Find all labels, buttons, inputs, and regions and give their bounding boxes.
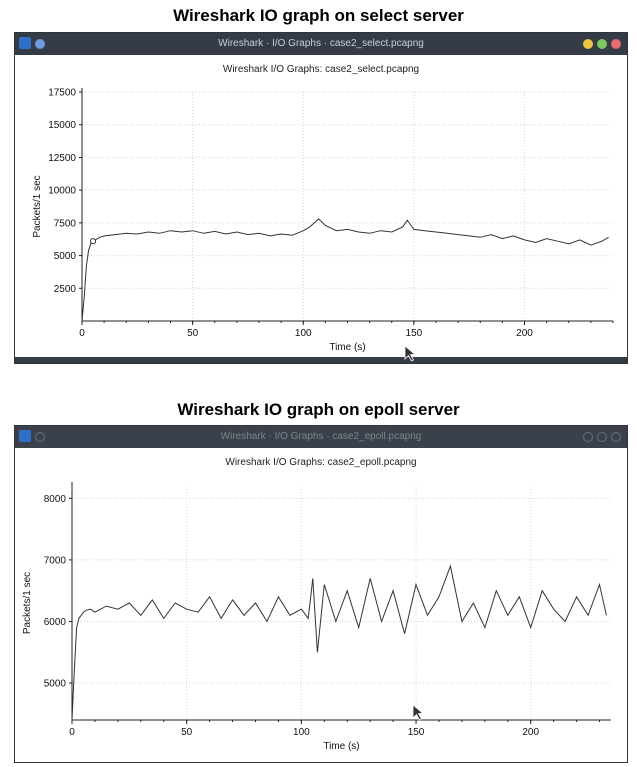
y-tick-label: 12500 xyxy=(48,153,76,164)
figure-caption-select: Wireshark IO graph on select server xyxy=(173,6,464,25)
graph-panel: Wireshark I/O Graphs: case2_epoll.pcapng… xyxy=(16,448,626,761)
window-menu-icon[interactable] xyxy=(35,432,45,442)
x-axis-label: Time (s) xyxy=(329,342,365,353)
graph-title: Wireshark I/O Graphs: case2_epoll.pcapng xyxy=(225,457,417,468)
y-tick-label: 10000 xyxy=(48,186,76,197)
window-titlebar[interactable]: Wireshark · I/O Graphs · case2_select.pc… xyxy=(15,33,627,55)
series-line xyxy=(71,564,607,721)
y-tick-label: 6000 xyxy=(44,617,67,628)
window-titlebar[interactable]: Wireshark · I/O Graphs · case2_epoll.pca… xyxy=(15,426,627,448)
graph-title: Wireshark I/O Graphs: case2_select.pcapn… xyxy=(222,64,420,75)
mouse-cursor-icon xyxy=(404,345,417,362)
graph-panel: Wireshark I/O Graphs: case2_select.pcapn… xyxy=(21,55,621,357)
close-icon[interactable] xyxy=(611,432,621,442)
window-title: Wireshark · I/O Graphs · case2_select.pc… xyxy=(218,38,424,49)
maximize-icon[interactable] xyxy=(597,432,607,442)
maximize-icon[interactable] xyxy=(597,39,607,49)
x-tick-label: 50 xyxy=(181,727,193,738)
data-point-marker[interactable] xyxy=(89,238,97,245)
x-tick-label: 0 xyxy=(79,328,85,339)
mouse-cursor-icon xyxy=(412,704,425,721)
y-tick-label: 17500 xyxy=(48,88,76,99)
y-tick-label: 5000 xyxy=(54,251,77,262)
y-tick-label: 7000 xyxy=(44,555,67,566)
io-graph-chart[interactable]: 0 50 100 150 200 2500 5000 7500 10000 12500 15000 1… xyxy=(21,55,623,359)
x-tick-label: 150 xyxy=(406,328,423,339)
y-axis-label: Packets/1 sec xyxy=(32,175,43,237)
x-tick-label: 100 xyxy=(295,328,312,339)
wireshark-fin-icon[interactable] xyxy=(19,430,31,442)
minimize-icon[interactable] xyxy=(583,432,593,442)
io-graph-window-epoll: Wireshark · I/O Graphs · case2_epoll.pca… xyxy=(14,425,628,763)
window-menu-icon[interactable] xyxy=(35,39,45,49)
close-icon[interactable] xyxy=(611,39,621,49)
x-tick-label: 50 xyxy=(187,328,199,339)
figure-caption-epoll: Wireshark IO graph on epoll server xyxy=(177,400,460,419)
y-tick-label: 15000 xyxy=(48,120,76,131)
x-tick-label: 200 xyxy=(516,328,533,339)
window-statusbar xyxy=(15,357,627,363)
y-axis-label: Packets/1 sec xyxy=(22,572,33,634)
io-graph-chart[interactable]: 0 50 100 150 200 5000 6000 7000 8000 Time (s) Pack… xyxy=(16,448,628,763)
series-line xyxy=(81,218,609,322)
x-tick-label: 100 xyxy=(293,727,310,738)
wireshark-fin-icon[interactable] xyxy=(19,37,31,49)
x-axis-label: Time (s) xyxy=(323,741,359,752)
x-tick-label: 0 xyxy=(69,727,75,738)
y-tick-label: 5000 xyxy=(44,679,67,690)
window-title: Wireshark · I/O Graphs · case2_epoll.pca… xyxy=(220,431,422,442)
y-tick-label: 2500 xyxy=(54,284,77,295)
x-tick-label: 200 xyxy=(522,727,539,738)
y-tick-label: 7500 xyxy=(54,218,77,229)
io-graph-window-select: Wireshark · I/O Graphs · case2_select.pc… xyxy=(14,32,628,364)
x-tick-label: 150 xyxy=(408,727,425,738)
y-tick-label: 8000 xyxy=(44,494,67,505)
minimize-icon[interactable] xyxy=(583,39,593,49)
